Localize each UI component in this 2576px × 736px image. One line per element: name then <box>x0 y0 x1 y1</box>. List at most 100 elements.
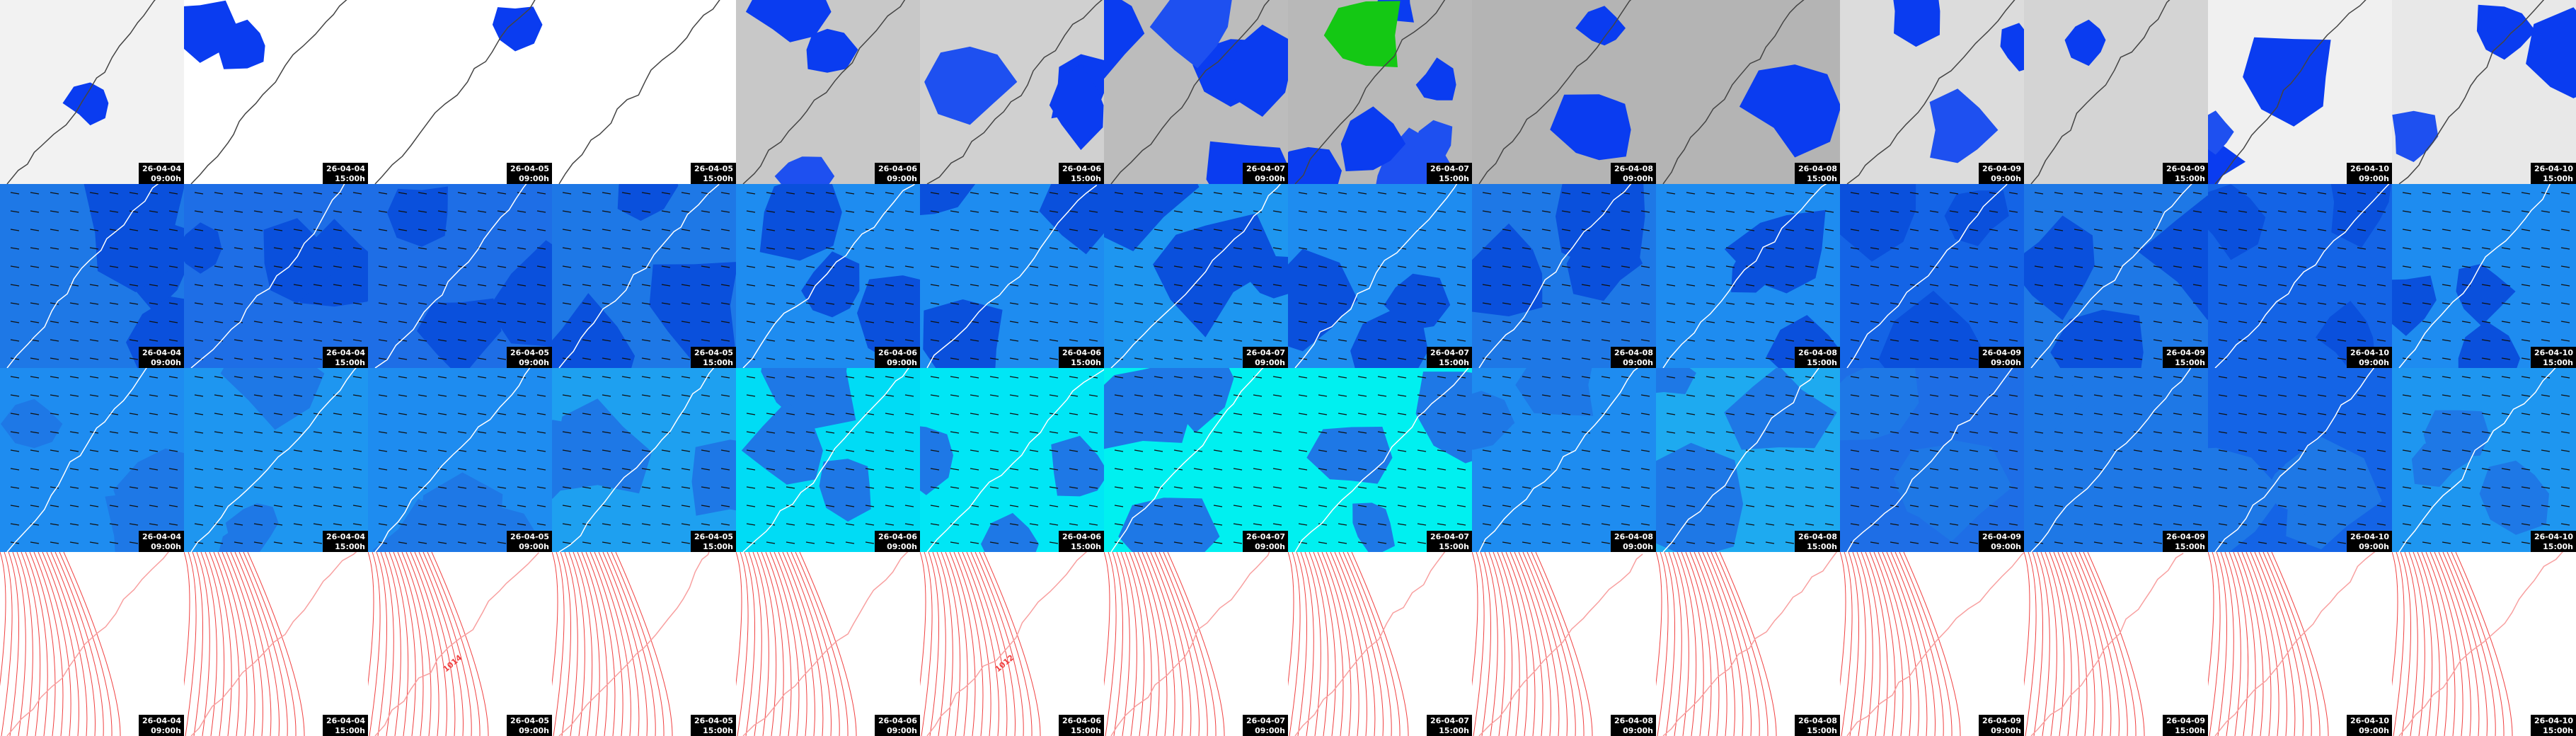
wind-arrow <box>149 394 159 397</box>
wind-arrow <box>1338 321 1347 323</box>
wind-arrow <box>2133 229 2143 231</box>
isobar <box>1129 552 1152 736</box>
isobar <box>2404 552 2418 736</box>
wind-arrow <box>2541 523 2551 526</box>
wind-arrow <box>1272 321 1282 323</box>
wind-arrow <box>2054 431 2064 434</box>
field-patch <box>1656 368 1696 394</box>
wind-arrow <box>1134 302 1144 305</box>
wind-arrow <box>661 413 671 415</box>
wind-arrow <box>10 284 20 287</box>
wind-arrow <box>149 321 159 323</box>
wind-arrow <box>1482 376 1492 379</box>
isobar <box>2425 552 2456 736</box>
isobar <box>2446 552 2496 736</box>
wind-arrow <box>1824 339 1834 342</box>
wind-arrow <box>562 468 572 471</box>
wind-arrow <box>1069 210 1079 213</box>
wind-arrow <box>885 523 895 526</box>
wind-arrow <box>1154 468 1163 471</box>
wind-arrow <box>1522 210 1531 213</box>
wind-arrow <box>253 192 263 195</box>
isobar <box>1289 552 1301 736</box>
wind-arrow <box>1134 192 1144 195</box>
wind-arrow <box>1088 339 1098 342</box>
wind-arrow <box>10 210 20 213</box>
wind-arrow <box>2402 210 2412 213</box>
field-patch <box>2284 437 2382 550</box>
isobar <box>1146 552 1183 736</box>
wind-arrow <box>1686 247 1696 250</box>
wind-arrow <box>1456 413 1466 415</box>
wind-arrow <box>1929 357 1939 360</box>
wind-arrow <box>1522 449 1531 452</box>
wind-arrow <box>2357 247 2367 250</box>
wind-arrow <box>930 523 940 526</box>
wind-arrow <box>168 247 178 250</box>
wind-arrow <box>786 468 795 471</box>
wind-arrow <box>1765 284 1775 287</box>
wind-arrow <box>865 486 875 489</box>
wind-arrow <box>701 431 711 434</box>
wind-arrow <box>418 247 427 250</box>
time-label-box <box>875 531 920 552</box>
wind-arrow <box>1069 265 1079 268</box>
wind-arrow <box>2093 376 2103 379</box>
wind-arrow <box>2034 247 2044 250</box>
isobar <box>2421 552 2448 736</box>
date-label: 26-04-08 <box>1798 532 1837 541</box>
wind-arrow <box>2357 523 2367 526</box>
wind-arrow <box>2218 229 2228 231</box>
wind-arrow <box>1870 339 1880 342</box>
wind-arrow <box>2357 321 2367 323</box>
wind-arrow <box>970 210 979 213</box>
map-frame <box>1472 184 1656 368</box>
wind-arrow <box>1417 284 1427 287</box>
wind-arrow <box>398 339 408 342</box>
wind-arrow <box>69 413 79 415</box>
wind-arrow <box>1601 449 1611 452</box>
wind-arrow <box>69 431 79 434</box>
wind-arrow <box>2008 284 2018 287</box>
wind-arrow <box>517 449 527 452</box>
map-background <box>1656 552 1840 736</box>
wind-arrow <box>1502 505 1512 507</box>
wind-arrow <box>2521 210 2531 213</box>
wind-arrow <box>989 229 999 231</box>
wind-arrow <box>1706 339 1715 342</box>
wind-arrow <box>333 523 343 526</box>
wind-arrow <box>1253 229 1263 231</box>
wind-arrow <box>1765 394 1775 397</box>
coastline <box>1662 552 1838 736</box>
wind-arrow <box>621 247 631 250</box>
wind-arrow <box>1989 210 1999 213</box>
wind-arrow <box>681 394 691 397</box>
wind-arrow <box>1666 265 1676 268</box>
wind-arrow <box>2218 431 2228 434</box>
wind-arrow <box>1417 541 1427 544</box>
wind-arrow <box>30 247 40 250</box>
wind-arrow <box>805 192 815 195</box>
date-label: 26-04-07 <box>1430 532 1469 541</box>
wind-arrow <box>2422 339 2432 342</box>
wind-arrow <box>2481 284 2491 287</box>
isobar <box>21 552 41 736</box>
wind-arrow <box>845 192 855 195</box>
wind-arrow <box>1949 357 1959 360</box>
wind-arrow <box>2113 394 2123 397</box>
field-patch <box>1840 184 1916 262</box>
wind-arrow <box>477 192 487 195</box>
map-background <box>736 552 920 736</box>
date-label: 26-04-10 <box>2534 348 2573 357</box>
wind-arrow <box>1069 229 1079 231</box>
wind-arrow <box>194 523 204 526</box>
wind-arrow <box>2113 357 2123 360</box>
wind-arrow <box>786 210 795 213</box>
wind-arrow <box>1522 523 1531 526</box>
wind-arrow <box>30 541 40 544</box>
wind-arrow <box>1357 210 1367 213</box>
wind-arrow <box>1909 229 1919 231</box>
wind-arrow <box>2277 523 2287 526</box>
wind-arrow <box>194 284 204 287</box>
